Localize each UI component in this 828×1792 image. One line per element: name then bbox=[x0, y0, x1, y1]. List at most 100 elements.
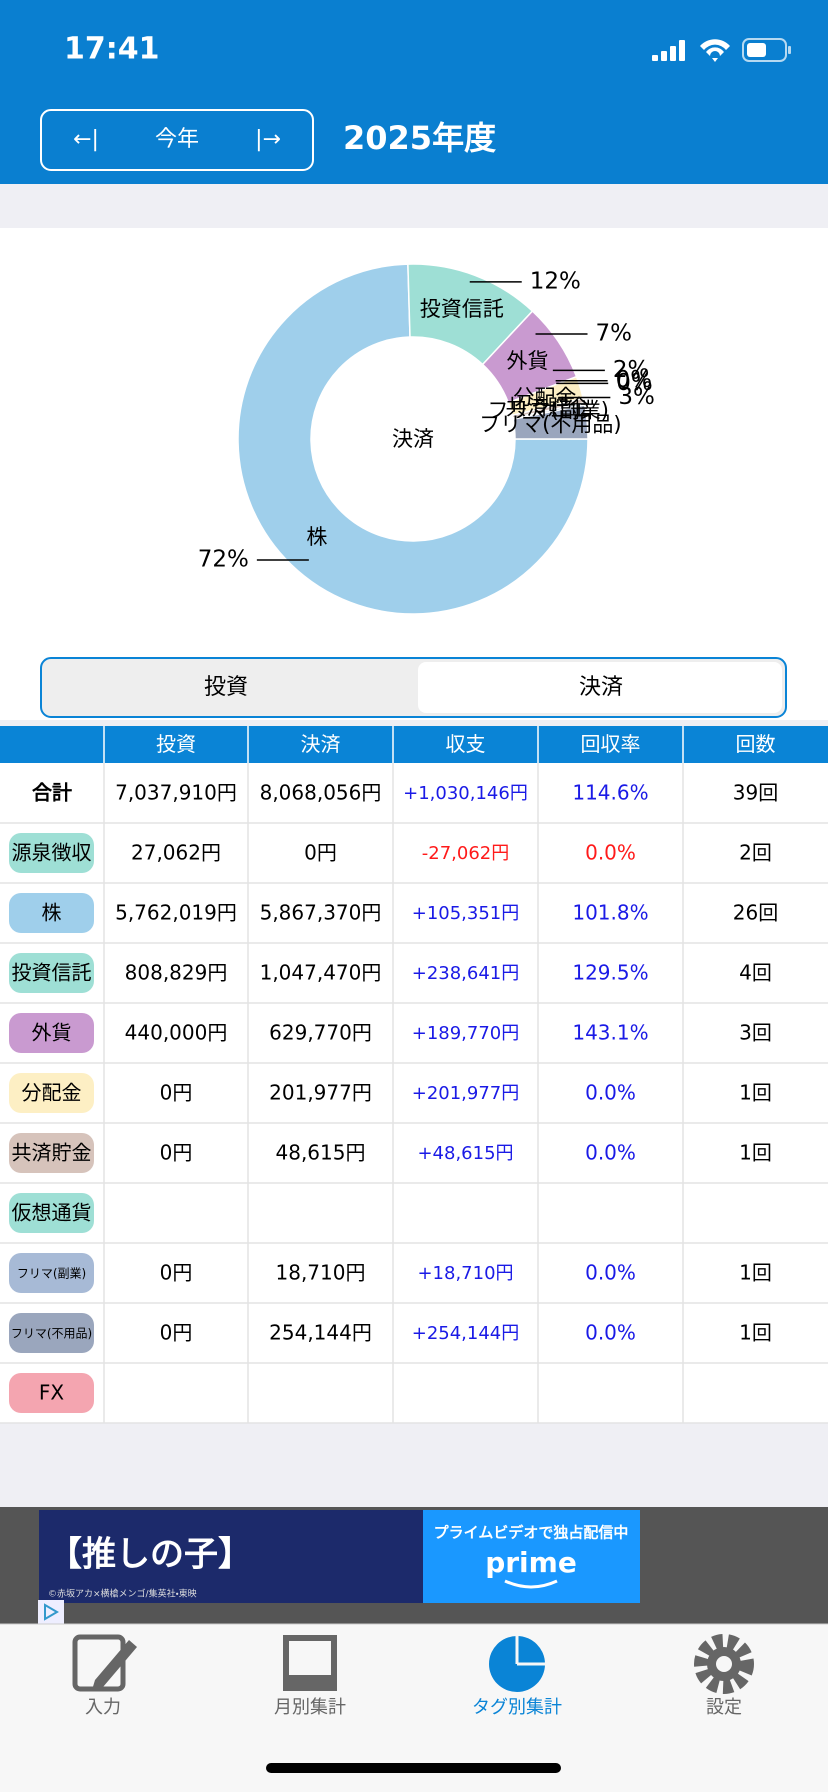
ad-banner-left[interactable] bbox=[39, 1510, 423, 1603]
table-cell: 4回 bbox=[739, 961, 772, 985]
slice-percent: 3% bbox=[618, 384, 655, 410]
tab-icon-settings-hole bbox=[716, 1656, 732, 1672]
tag-label: フリマ(副業) bbox=[17, 1267, 86, 1281]
ad-brand: prime bbox=[485, 1546, 577, 1579]
tag-label: 仮想通貨 bbox=[12, 1201, 92, 1225]
table-cell: 0.0% bbox=[585, 1261, 636, 1285]
table-cell: +105,351円 bbox=[412, 903, 520, 924]
tab-label[interactable]: タグ別集計 bbox=[472, 1697, 562, 1718]
table-cell: +254,144円 bbox=[412, 1323, 520, 1344]
table-cell: 0.0% bbox=[585, 1141, 636, 1165]
slice-percent: 0% bbox=[616, 370, 653, 396]
table-cell: +1,030,146円 bbox=[403, 783, 528, 804]
status-icons bbox=[652, 38, 791, 62]
signal-bar bbox=[679, 40, 685, 61]
table-cell: 39回 bbox=[733, 781, 778, 805]
period-button[interactable]: 今年 bbox=[155, 127, 199, 152]
slice-percent: 72% bbox=[198, 546, 249, 572]
tab-label[interactable]: 入力 bbox=[85, 1697, 121, 1718]
table-cell: 18,710円 bbox=[276, 1261, 366, 1285]
table-cell: +18,710円 bbox=[417, 1263, 513, 1284]
ad-title: 【推しの子】 bbox=[48, 1535, 252, 1575]
table-cell: 0円 bbox=[304, 841, 337, 865]
tab-icon-pencil bbox=[92, 1640, 137, 1690]
table-cell: 440,000円 bbox=[125, 1021, 228, 1045]
table-cell: 1,047,470円 bbox=[260, 961, 382, 985]
slice-label: 外貨 bbox=[507, 349, 549, 373]
table-cell: 7,037,910円 bbox=[115, 781, 237, 805]
tag-pill bbox=[9, 1013, 94, 1053]
table-cell: 5,867,370円 bbox=[260, 901, 382, 925]
table-cell: 0円 bbox=[160, 1081, 193, 1105]
table-cell: 114.6% bbox=[572, 781, 648, 805]
table-cell: 0.0% bbox=[585, 1321, 636, 1345]
table-cell: 5,762,019円 bbox=[115, 901, 237, 925]
slice-label: 株 bbox=[306, 525, 327, 549]
table-cell: 808,829円 bbox=[125, 961, 228, 985]
signal-bar bbox=[652, 55, 658, 61]
wifi-icon bbox=[700, 39, 730, 62]
table-cell: 0円 bbox=[160, 1261, 193, 1285]
tabs: 入力 月別集計 タグ別集計 設定 bbox=[72, 1634, 754, 1718]
ad-tagline: プライムビデオで独占配信中 bbox=[434, 1524, 629, 1542]
column-header: 回数 bbox=[736, 732, 776, 756]
table-cell: +201,977円 bbox=[412, 1083, 520, 1104]
next-button[interactable]: |→ bbox=[255, 127, 281, 152]
slice-percent: 2% bbox=[613, 357, 650, 383]
table-cell: 1回 bbox=[739, 1261, 772, 1285]
tag-label: 投資信託 bbox=[12, 961, 92, 985]
table-cell: +189,770円 bbox=[412, 1023, 520, 1044]
tag-pill bbox=[9, 953, 94, 993]
table-cell: 143.1% bbox=[572, 1021, 648, 1045]
donut-center-label: 決済 bbox=[392, 427, 434, 451]
column-header: 決済 bbox=[301, 732, 341, 756]
table-cell: 0.0% bbox=[585, 841, 636, 865]
tab-label[interactable]: 設定 bbox=[706, 1697, 742, 1718]
toggle-right[interactable]: 決済 bbox=[579, 675, 623, 700]
tag-label: 共済貯金 bbox=[12, 1141, 92, 1165]
tab-label[interactable]: 月別集計 bbox=[274, 1697, 346, 1718]
table-cell: 1回 bbox=[739, 1321, 772, 1345]
tag-pill bbox=[9, 893, 94, 933]
table-cell: 254,144円 bbox=[269, 1321, 372, 1345]
toggle-selected bbox=[418, 662, 782, 713]
ad-choices-icon bbox=[44, 1603, 59, 1621]
battery-tip bbox=[788, 46, 791, 54]
table-cell: 1回 bbox=[739, 1141, 772, 1165]
battery-level bbox=[747, 43, 766, 57]
slice-label: 投資信託 bbox=[420, 297, 504, 321]
donut-slice bbox=[237, 263, 589, 615]
slice-label: 共済貯金 bbox=[506, 396, 590, 420]
toggle-left[interactable]: 投資 bbox=[204, 675, 248, 700]
period-control bbox=[40, 109, 314, 171]
table-header-cell bbox=[0, 726, 104, 763]
home-indicator bbox=[266, 1763, 561, 1773]
prev-button[interactable]: ←| bbox=[73, 127, 99, 152]
tag-pill bbox=[9, 1133, 94, 1173]
tag-pill bbox=[9, 1073, 94, 1113]
column-header: 回収率 bbox=[581, 732, 641, 756]
tab-icon-monthly-page bbox=[289, 1641, 331, 1675]
table-cell: 629,770円 bbox=[269, 1021, 372, 1045]
tag-label: FX bbox=[39, 1381, 65, 1405]
status-time: 17:41 bbox=[64, 32, 160, 67]
donut-slice bbox=[512, 404, 589, 440]
tab-icon-settings bbox=[694, 1634, 754, 1694]
tag-pill bbox=[9, 1373, 94, 1413]
slice-label: フリマ(不用品) bbox=[479, 413, 621, 437]
table-cell: +48,615円 bbox=[417, 1143, 513, 1164]
column-header: 投資 bbox=[156, 732, 196, 756]
table-cell: 8,068,056円 bbox=[260, 781, 382, 805]
tag-label: 株 bbox=[42, 901, 62, 925]
slice-label: フリマ(副業) bbox=[488, 398, 609, 422]
table-cell: 48,615円 bbox=[276, 1141, 366, 1165]
tag-label: 分配金 bbox=[22, 1081, 82, 1105]
table-cell: 3回 bbox=[739, 1021, 772, 1045]
slice-percent: 12% bbox=[530, 268, 581, 294]
ad-choices[interactable] bbox=[38, 1600, 64, 1624]
ad-credit: ©赤坂アカ×横槍メンゴ/集英社・東映 bbox=[48, 1588, 197, 1600]
table-cell: 201,977円 bbox=[269, 1081, 372, 1105]
